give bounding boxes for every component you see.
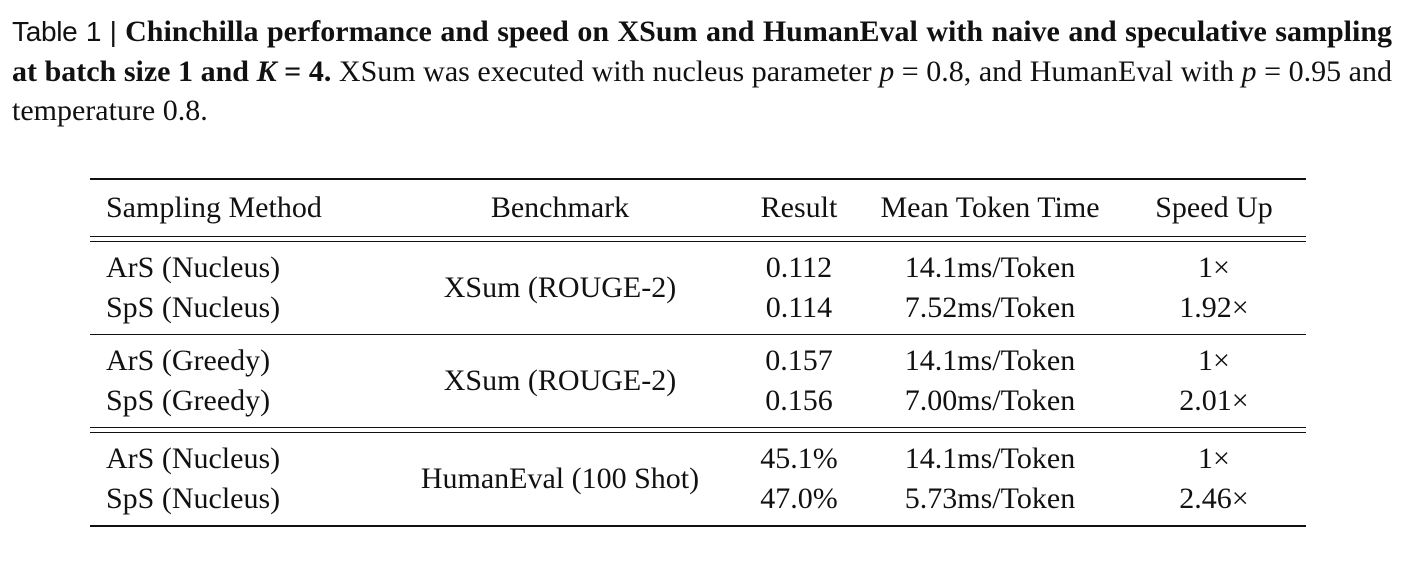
mean-token-time-cell: 14.1ms/Token	[904, 344, 1076, 377]
speed-up-cell: 1×	[1198, 344, 1230, 377]
group-divider	[90, 334, 1306, 335]
header-result: Result	[760, 191, 838, 224]
result-cell: 45.1%	[760, 442, 838, 475]
table-row-group: ArS (Nucleus) SpS (Nucleus) XSum (ROUGE-…	[90, 242, 1306, 334]
speed-up-cell: 2.01×	[1179, 384, 1249, 417]
caption-title-end: = 4.	[284, 54, 332, 88]
caption-math-k: K	[256, 54, 277, 88]
speed-up-cell: 1×	[1198, 442, 1230, 475]
mean-token-time-cell: 5.73ms/Token	[904, 482, 1076, 515]
benchmark-cell: XSum (ROUGE-2)	[443, 271, 677, 304]
header-benchmark: Benchmark	[490, 191, 630, 224]
header-speed-up: Speed Up	[1155, 191, 1273, 224]
header-double-rule	[90, 236, 1306, 242]
caption-title: Chinchilla performance and speed on XSum…	[12, 15, 1393, 88]
method-cell: ArS (Nucleus)	[106, 442, 281, 475]
result-cell: 0.114	[765, 291, 833, 324]
results-table: Sampling Method Benchmark Result Mean To…	[90, 178, 1306, 527]
header-sampling-method: Sampling Method	[106, 191, 322, 224]
caption-text-1: XSum was executed with nucleus parameter	[338, 54, 872, 88]
table-caption: Table 1 | Chinchilla performance and spe…	[12, 12, 1392, 131]
bottom-rule	[90, 525, 1306, 527]
table-row-group: ArS (Greedy) SpS (Greedy) XSum (ROUGE-2)…	[90, 335, 1306, 427]
result-cell: 0.156	[765, 384, 833, 417]
mean-token-time-cell: 14.1ms/Token	[904, 251, 1076, 284]
caption-text-3: = 0.95 and temperature 0.8.	[12, 54, 1392, 128]
result-cell: 0.157	[765, 344, 833, 377]
result-cell: 0.112	[765, 251, 833, 284]
table-label: Table 1 |	[12, 16, 117, 47]
top-rule	[90, 178, 1306, 180]
benchmark-cell: XSum (ROUGE-2)	[443, 364, 677, 397]
caption-math-p2: p	[1241, 54, 1257, 88]
caption-text-2: = 0.8, and HumanEval with	[901, 54, 1234, 88]
section-double-rule	[90, 427, 1306, 433]
method-cell: SpS (Greedy)	[106, 384, 271, 417]
header-row: Sampling Method Benchmark Result Mean To…	[90, 180, 1306, 236]
table-row-group: ArS (Nucleus) SpS (Nucleus) HumanEval (1…	[90, 433, 1306, 525]
benchmark-cell: HumanEval (100 Shot)	[420, 462, 700, 495]
mean-token-time-cell: 14.1ms/Token	[904, 442, 1076, 475]
mean-token-time-cell: 7.00ms/Token	[904, 384, 1076, 417]
caption-math-p1: p	[879, 54, 895, 88]
method-cell: SpS (Nucleus)	[106, 482, 281, 515]
mean-token-time-cell: 7.52ms/Token	[904, 291, 1076, 324]
method-cell: SpS (Nucleus)	[106, 291, 281, 324]
header-mean-token-time: Mean Token Time	[880, 191, 1100, 224]
method-cell: ArS (Nucleus)	[106, 251, 281, 284]
method-cell: ArS (Greedy)	[106, 344, 271, 377]
speed-up-cell: 2.46×	[1179, 482, 1249, 515]
result-cell: 47.0%	[760, 482, 838, 515]
speed-up-cell: 1.92×	[1179, 291, 1249, 324]
speed-up-cell: 1×	[1198, 251, 1230, 284]
